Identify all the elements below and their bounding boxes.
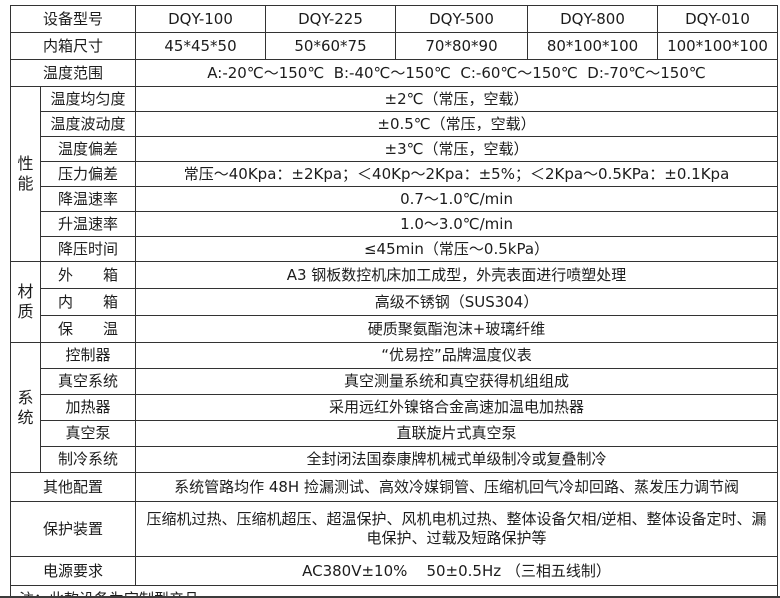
heating-rate-value: 1.0～3.0℃/min [135,211,779,237]
refrigeration-label: 制冷系统 [39,446,137,473]
temp-fluctuation-value: ±0.5℃（常压，空载） [135,111,779,137]
temp-range-label: 温度范围 [9,59,137,87]
row-outer-box: 材质 外 箱 A3 钢板数控机床加工成型，外壳表面进行喷塑处理 [10,261,779,343]
performance-group-label: 性能 [10,86,41,262]
row-cooling-rate: 降温速率 0.7～1.0℃/min [11,186,779,212]
inner-size-label: 内箱尺寸 [9,32,137,60]
temp-uniformity-value: ±2℃（常压，空载） [135,86,779,112]
protection-label: 保护装置 [9,501,137,557]
note-text: 注：此款设备为定制型产品。 [9,585,779,598]
vacuum-system-label: 真空系统 [39,368,137,395]
depressurize-time-value: ≤45min（常压～0.5kPa） [135,236,779,262]
spec-table: 设备型号 DQY-100 DQY-225 DQY-500 DQY-800 DQY… [9,5,779,598]
row-temp-fluctuation: 温度波动度 ±0.5℃（常压，空载） [11,111,779,137]
power-label: 电源要求 [9,556,137,586]
controller-label: 控制器 [39,342,137,369]
model-name: DQY-500 [395,5,529,33]
vacuum-pump-label: 真空泵 [39,420,137,447]
inner-size-value: 100*100*100 [657,32,779,60]
row-temp-deviation: 温度偏差 ±3℃（常压，空载） [11,136,779,162]
refrigeration-value: 全封闭法国泰康牌机械式单级制冷或复叠制冷 [135,446,779,473]
other-config-label: 其他配置 [9,472,137,502]
heater-label: 加热器 [39,394,137,421]
temp-fluctuation-label: 温度波动度 [39,111,137,137]
cooling-rate-label: 降温速率 [39,186,137,212]
inner-size-value: 50*60*75 [265,32,397,60]
row-model: 设备型号 DQY-100 DQY-225 DQY-500 DQY-800 DQY… [9,5,779,33]
depressurize-time-label: 降压时间 [39,236,137,262]
model-name: DQY-010 [657,5,779,33]
row-insulation: 保 温 硬质聚氨酯泡沫+玻璃纤维 [11,315,779,343]
row-vacuum-system: 真空系统 真空测量系统和真空获得机组组成 [11,368,779,395]
outer-box-label: 外 箱 [39,261,137,289]
inner-size-value: 45*45*50 [135,32,267,60]
outer-box-value: A3 钢板数控机床加工成型，外壳表面进行喷塑处理 [135,261,779,289]
insulation-label: 保 温 [39,315,137,343]
temp-deviation-label: 温度偏差 [39,136,137,162]
row-temp-uniformity: 性能 温度均匀度 ±2℃（常压，空载） [10,86,779,262]
row-heating-rate: 升温速率 1.0～3.0℃/min [11,211,779,237]
model-name: DQY-225 [265,5,397,33]
row-depressurize-time: 降压时间 ≤45min（常压～0.5kPa） [11,236,779,262]
cooling-rate-value: 0.7～1.0℃/min [135,186,779,212]
inner-size-value: 70*80*90 [395,32,529,60]
vacuum-system-value: 真空测量系统和真空获得机组组成 [135,368,779,395]
row-other-config: 其他配置 系统管路均作 48H 捡漏测试、高效冷媒铜管、压缩机回气冷却回路、蒸发… [9,472,779,502]
row-power: 电源要求 AC380V±10% 50±0.5Hz （三相五线制） [9,556,779,586]
row-heater: 加热器 采用远红外镍铬合金高速加温电加热器 [11,394,779,421]
system-group-label: 系统 [10,342,41,473]
material-group-label: 材质 [10,261,41,343]
temp-range-value: A:-20℃～150℃ B:-40℃～150℃ C:-60℃～150℃ D:-7… [135,59,779,87]
vacuum-pump-value: 直联旋片式真空泵 [135,420,779,447]
spec-sheet-page: 设备型号 DQY-100 DQY-225 DQY-500 DQY-800 DQY… [0,5,780,598]
pressure-deviation-label: 压力偏差 [39,161,137,187]
pressure-deviation-value: 常压～40Kpa：±2Kpa；＜40Kp～2Kpa：±5%；＜2Kpa～0.5K… [135,161,779,187]
bottom-divider-bar [0,596,780,598]
row-vacuum-pump: 真空泵 直联旋片式真空泵 [11,420,779,447]
row-note: 注：此款设备为定制型产品。 [9,585,779,598]
insulation-value: 硬质聚氨酯泡沫+玻璃纤维 [135,315,779,343]
model-name: DQY-100 [135,5,267,33]
temp-uniformity-label: 温度均匀度 [39,86,137,112]
row-controller: 系统 控制器 “优易控”品牌温度仪表 [10,342,779,473]
model-name: DQY-800 [527,5,659,33]
inner-box-value: 高级不锈钢（SUS304） [135,288,779,316]
controller-value: “优易控”品牌温度仪表 [135,342,779,369]
heating-rate-label: 升温速率 [39,211,137,237]
protection-value: 压缩机过热、压缩机超压、超温保护、风机电机过热、整体设备欠相/逆相、整体设备定时… [135,501,779,557]
row-inner-size: 内箱尺寸 45*45*50 50*60*75 70*80*90 80*100*1… [9,32,779,60]
row-temp-range: 温度范围 A:-20℃～150℃ B:-40℃～150℃ C:-60℃～150℃… [9,59,779,87]
other-config-value: 系统管路均作 48H 捡漏测试、高效冷媒铜管、压缩机回气冷却回路、蒸发压力调节阀 [135,472,779,502]
power-value: AC380V±10% 50±0.5Hz （三相五线制） [135,556,779,586]
row-pressure-deviation: 压力偏差 常压～40Kpa：±2Kpa；＜40Kp～2Kpa：±5%；＜2Kpa… [11,161,779,187]
model-row-label: 设备型号 [9,5,137,33]
row-protection: 保护装置 压缩机过热、压缩机超压、超温保护、风机电机过热、整体设备欠相/逆相、整… [9,501,779,557]
inner-size-value: 80*100*100 [527,32,659,60]
row-inner-box: 内 箱 高级不锈钢（SUS304） [11,288,779,316]
temp-deviation-value: ±3℃（常压，空载） [135,136,779,162]
inner-box-label: 内 箱 [39,288,137,316]
row-refrigeration: 制冷系统 全封闭法国泰康牌机械式单级制冷或复叠制冷 [11,446,779,473]
heater-value: 采用远红外镍铬合金高速加温电加热器 [135,394,779,421]
